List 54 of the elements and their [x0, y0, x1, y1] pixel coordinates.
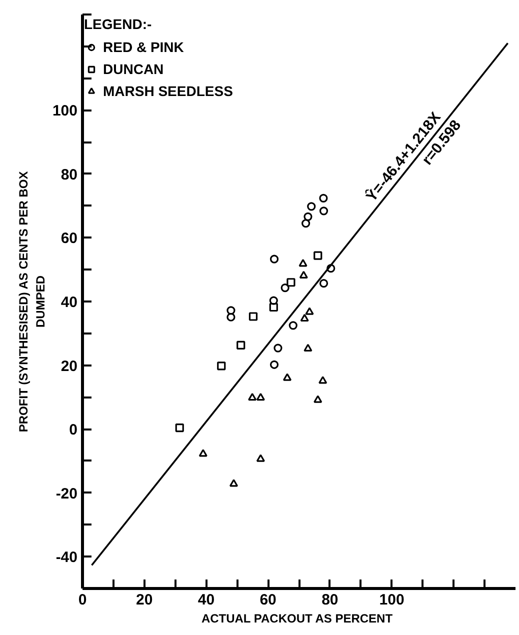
legend-title: LEGEND:- [84, 16, 153, 32]
x-tick-label: 80 [322, 592, 338, 608]
point [280, 283, 290, 292]
point [326, 264, 336, 273]
point [217, 362, 226, 370]
y-tick-label: 40 [60, 294, 78, 311]
point [269, 302, 278, 312]
point [305, 307, 314, 315]
point [318, 376, 328, 384]
point [319, 206, 328, 216]
legend-label: RED & PINK [103, 39, 184, 55]
point [274, 344, 282, 352]
legend-label: MARSH SEEDLESS [103, 83, 233, 99]
point [307, 202, 316, 211]
x-tick-label: 20 [136, 592, 153, 608]
point [314, 395, 322, 403]
point [248, 312, 258, 321]
point [304, 212, 312, 221]
point [288, 321, 298, 330]
point [229, 479, 238, 487]
point [236, 340, 246, 350]
x-tick-label: 100 [379, 592, 404, 608]
point [226, 306, 236, 315]
point [319, 194, 328, 202]
y-tick-label: -20 [56, 485, 78, 502]
point [270, 360, 279, 369]
y-tick-label: 20 [60, 358, 78, 375]
y-tick-label: 100 [52, 102, 78, 120]
x-axis-title: ACTUAL PACKOUT AS PERCENT [201, 612, 394, 626]
point [198, 449, 208, 457]
point [248, 392, 257, 401]
point [270, 254, 279, 264]
point [286, 278, 296, 287]
y-tick-label: 0 [69, 422, 78, 439]
y-axis-title: PROFIT (SYNTHESISED) AS CENTS PER BOX DUMPED [16, 171, 48, 432]
legend-label: DUNCAN [103, 61, 164, 77]
point [300, 314, 309, 322]
point [269, 296, 278, 305]
point [302, 219, 310, 228]
point [304, 344, 312, 352]
point [314, 251, 322, 260]
point [256, 392, 265, 401]
x-tick-label: 60 [260, 592, 276, 608]
point [282, 373, 292, 381]
point [299, 270, 308, 278]
point [298, 259, 308, 267]
point [226, 312, 236, 322]
point [319, 279, 328, 288]
y-tick-label: 60 [60, 230, 78, 248]
x-tick-label: 40 [198, 592, 215, 608]
point [256, 454, 265, 462]
y-tick-label: 80 [60, 166, 78, 184]
point [175, 423, 184, 432]
y-tick-label: -40 [56, 549, 78, 566]
